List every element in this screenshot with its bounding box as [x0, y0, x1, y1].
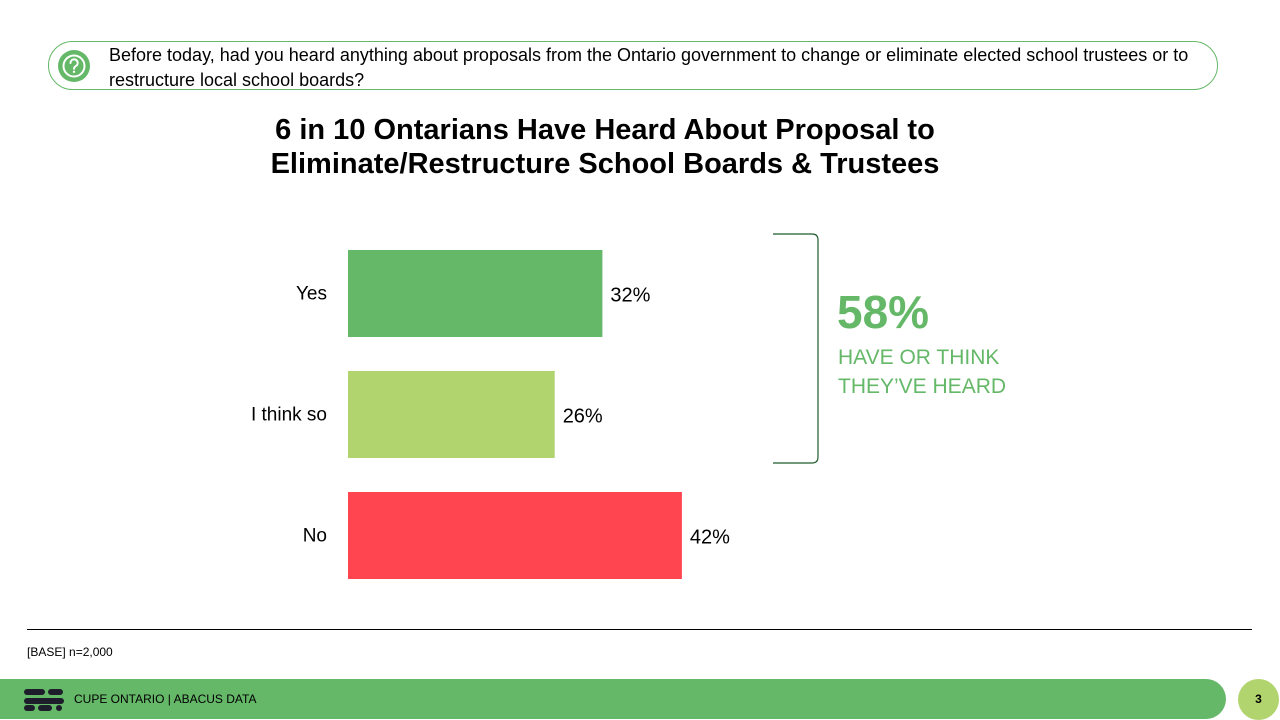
data-label: 32%	[610, 285, 650, 307]
base-note: [BASE] n=2,000	[27, 645, 113, 659]
question-text: Before today, had you heard anything abo…	[109, 45, 1189, 90]
footer-text: CUPE ONTARIO | ABACUS DATA	[74, 692, 257, 706]
category-label: No	[303, 526, 327, 547]
callout-line-2: THEY’VE HEARD	[838, 375, 1007, 398]
callout-text: HAVE OR THINK THEY’VE HEARD	[838, 343, 1058, 401]
chart-title-line-1: 6 in 10 Ontarians Have Heard About Propo…	[275, 114, 935, 146]
data-label: 26%	[563, 406, 603, 428]
grouping-bracket	[773, 233, 819, 464]
question-icon	[58, 50, 90, 82]
data-label: 42%	[690, 527, 730, 549]
footer-bar: CUPE ONTARIO | ABACUS DATA	[0, 679, 1226, 719]
category-label: I think so	[251, 405, 327, 426]
chart-title: 6 in 10 Ontarians Have Heard About Propo…	[160, 113, 1050, 181]
callout-line-1: HAVE OR THINK	[838, 346, 1000, 369]
page-number: 3	[1238, 679, 1279, 720]
chart-title-line-2: Eliminate/Restructure School Boards & Tr…	[270, 148, 940, 180]
bar-no	[348, 492, 682, 579]
divider-line	[27, 629, 1252, 630]
question-box: Before today, had you heard anything abo…	[48, 41, 1218, 90]
category-label: Yes	[296, 284, 327, 305]
bar-i-think-so	[348, 371, 555, 458]
bar-yes	[348, 250, 603, 337]
abacus-logo-icon	[24, 689, 64, 711]
callout-percentage: 58%	[837, 286, 930, 338]
